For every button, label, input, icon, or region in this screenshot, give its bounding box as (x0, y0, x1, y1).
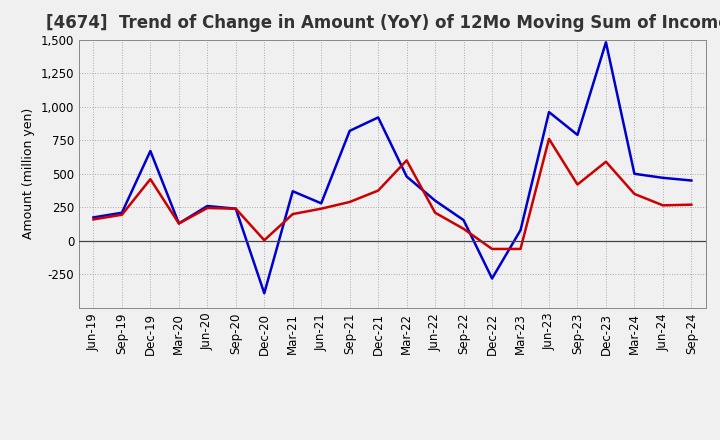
Net Income (317, 206, 325, 211)
Ordinary Income (232, 206, 240, 211)
Net Income (374, 188, 382, 193)
Ordinary Income (89, 215, 98, 220)
Ordinary Income (431, 198, 439, 203)
Line: Net Income: Net Income (94, 139, 691, 249)
Ordinary Income (203, 203, 212, 209)
Title: [4674]  Trend of Change in Amount (YoY) of 12Mo Moving Sum of Incomes: [4674] Trend of Change in Amount (YoY) o… (45, 15, 720, 33)
Ordinary Income (687, 178, 696, 183)
Ordinary Income (545, 110, 554, 115)
Line: Ordinary Income: Ordinary Income (94, 42, 691, 293)
Ordinary Income (317, 201, 325, 206)
Net Income (174, 221, 183, 226)
Ordinary Income (174, 221, 183, 226)
Ordinary Income (374, 115, 382, 120)
Ordinary Income (346, 128, 354, 133)
Net Income (260, 238, 269, 243)
Net Income (516, 246, 525, 252)
Net Income (573, 182, 582, 187)
Net Income (346, 199, 354, 205)
Ordinary Income (289, 189, 297, 194)
Ordinary Income (260, 290, 269, 296)
Net Income (89, 217, 98, 222)
Net Income (459, 226, 468, 231)
Ordinary Income (402, 174, 411, 179)
Net Income (487, 246, 496, 252)
Net Income (687, 202, 696, 207)
Ordinary Income (630, 171, 639, 176)
Net Income (545, 136, 554, 142)
Net Income (402, 158, 411, 163)
Net Income (146, 176, 155, 182)
Net Income (602, 159, 611, 165)
Y-axis label: Amount (million yen): Amount (million yen) (22, 108, 35, 239)
Ordinary Income (146, 148, 155, 154)
Net Income (659, 203, 667, 208)
Net Income (289, 211, 297, 216)
Net Income (117, 212, 126, 217)
Net Income (203, 205, 212, 211)
Ordinary Income (602, 40, 611, 45)
Ordinary Income (117, 210, 126, 215)
Net Income (630, 191, 639, 197)
Ordinary Income (487, 276, 496, 281)
Net Income (431, 210, 439, 215)
Ordinary Income (516, 227, 525, 233)
Net Income (232, 206, 240, 211)
Ordinary Income (659, 175, 667, 180)
Ordinary Income (573, 132, 582, 138)
Ordinary Income (459, 217, 468, 223)
